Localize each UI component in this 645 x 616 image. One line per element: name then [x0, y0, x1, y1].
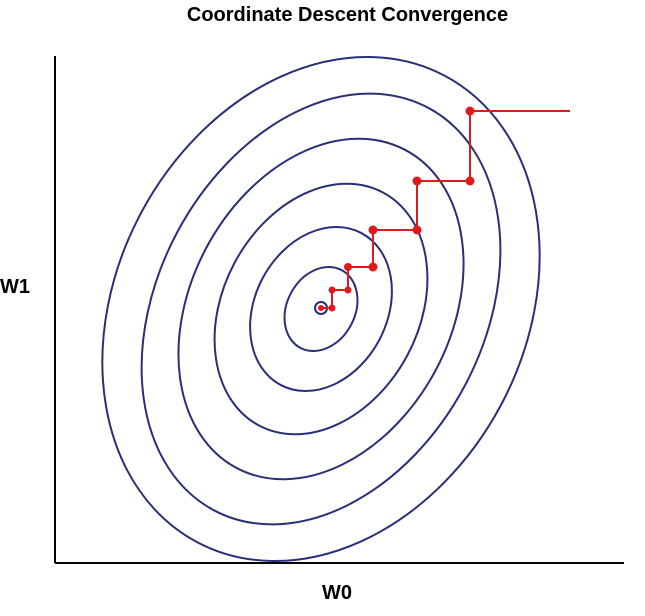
descent-path-line	[321, 110, 570, 309]
contour-group	[101, 55, 541, 563]
path-point	[318, 305, 324, 311]
path-point	[344, 263, 352, 271]
path-point	[368, 225, 378, 235]
contour-ellipse-3	[213, 182, 429, 436]
path-point	[412, 176, 422, 186]
contour-ellipse-4	[177, 137, 465, 481]
x-axis-label: W0	[322, 582, 352, 604]
y-axis-label: W1	[0, 276, 30, 298]
contour-ellipse-6	[101, 55, 541, 563]
contour-ellipse-5	[140, 92, 502, 526]
contour-ellipse-2	[249, 225, 393, 393]
path-point	[368, 262, 378, 272]
path-point	[412, 225, 422, 235]
chart-title: Coordinate Descent Convergence	[186, 4, 509, 26]
path-point	[328, 286, 336, 294]
path-point	[465, 176, 475, 186]
path-point	[328, 304, 336, 312]
path-point	[465, 106, 475, 116]
descent-path	[318, 106, 570, 312]
path-point	[344, 286, 352, 294]
contour-ellipse-1	[283, 265, 359, 353]
